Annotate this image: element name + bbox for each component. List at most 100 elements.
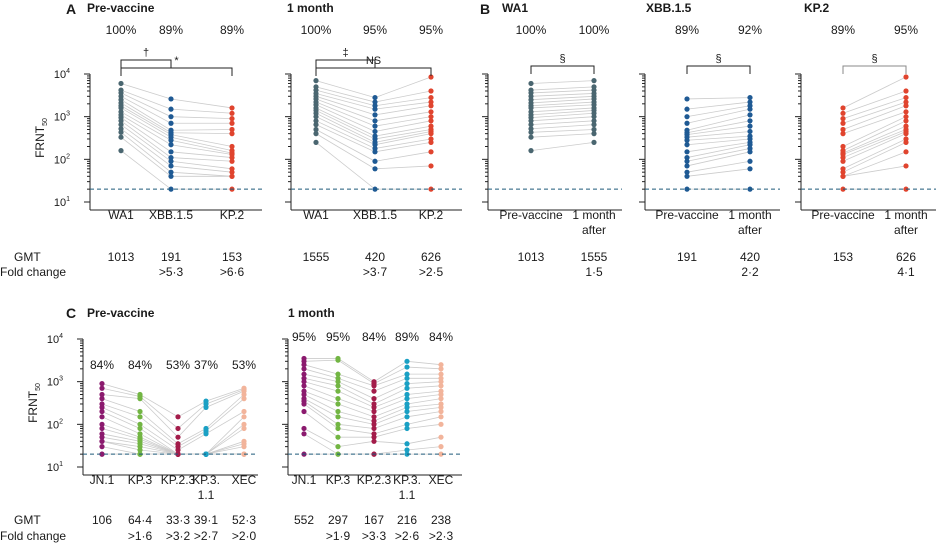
x-tick-label: WA1 [108, 208, 134, 222]
pair-line [842, 76, 907, 109]
data-point-kp-2 [229, 169, 235, 175]
data-point-wa1 [313, 139, 319, 145]
significance-symbol: * [174, 55, 179, 67]
chart-c1: Pre-vaccine 84% 84% 53% 37% 53% JN.1 KP.3 KP.2.3… [87, 306, 257, 543]
y-axis-label: FRNT50 [33, 118, 49, 158]
data-point-kp-2 [428, 114, 434, 120]
pair-line [530, 86, 595, 91]
data-point-kp-2 [840, 105, 846, 111]
data-point-kp-3 [335, 414, 341, 420]
percent-label: 89% [220, 23, 244, 37]
percent-label: 89% [675, 23, 699, 37]
x-tick-label: after [738, 223, 762, 237]
chart-title: WA1 [502, 1, 528, 15]
data-point-kp-2-3 [175, 434, 181, 440]
pair-line [842, 129, 907, 155]
pair-line [686, 125, 751, 135]
pair-line [842, 138, 907, 170]
data-point-wa1 [313, 126, 319, 133]
data-point-xbb-1-5 [684, 149, 690, 155]
pair-line [686, 101, 751, 110]
pair-line [842, 151, 907, 177]
data-point-kp-3 [335, 444, 341, 450]
data-point-kp-3-1-1 [404, 447, 410, 453]
gmt-value: 420 [365, 250, 385, 264]
percent-label: 95% [326, 330, 350, 344]
data-point-xbb-1-5 [168, 142, 174, 148]
significance-bracket [120, 67, 233, 76]
pair-line [530, 129, 595, 133]
pair-line [686, 144, 751, 158]
x-tick-label: KP.3. [192, 473, 220, 487]
fold-change-value: >6·6 [220, 265, 245, 279]
data-point-kp-2 [903, 94, 909, 101]
data-point-kp-3-1-1 [404, 425, 410, 432]
data-point-kp-3-1-1 [203, 431, 209, 437]
gmt-value: 626 [896, 250, 916, 264]
data-point-xbb-1-5 [747, 118, 753, 124]
data-point-jn-1 [301, 366, 307, 372]
significance-symbol: § [715, 53, 721, 65]
gmt-value: 552 [294, 513, 314, 527]
y-axis-c1: 101 102 103 104 FRNT50 [26, 333, 258, 476]
data-point-kp-2 [840, 143, 846, 150]
data-point-jn-1 [99, 438, 105, 444]
data-point-wa1 [528, 80, 534, 87]
pair-line [530, 95, 595, 101]
data-point-kp-3-1-1 [404, 404, 410, 410]
data-point-jn-1 [99, 451, 105, 457]
data-point-kp-3 [335, 379, 341, 385]
pair-line [686, 135, 751, 141]
data-point-kp-2 [229, 143, 235, 150]
data-point-xbb-1-5 [684, 137, 690, 143]
pair-line [101, 411, 245, 455]
y-tick-label: 101 [47, 461, 63, 474]
data-point-xbb-1-5 [747, 94, 753, 101]
data-point-wa1 [591, 122, 597, 128]
data-point-jn-1 [301, 391, 307, 398]
data-point-kp-2 [840, 154, 846, 161]
data-point-kp-2-3 [175, 425, 181, 432]
pair-line [686, 160, 751, 173]
data-point-kp-3 [335, 401, 341, 407]
significance-bracket [315, 67, 432, 76]
x-tick-label: XEC [429, 473, 454, 487]
pair-line [686, 105, 751, 118]
data-point-kp-2 [903, 118, 909, 124]
data-point-jn-1 [301, 401, 307, 407]
data-point-kp-3-1-1 [404, 385, 410, 391]
pair-line [530, 133, 595, 138]
data-point-kp-3-1-1 [404, 408, 410, 415]
chart-c2: 1 month 95% 95% 84% 89% 84% JN.1 KP.3 KP.2.3 KP.3… [288, 306, 454, 543]
significance-symbol: § [871, 53, 877, 65]
percent-label: 53% [232, 358, 256, 372]
data-point-kp-3 [137, 421, 143, 427]
data-point-xbb-1-5 [372, 128, 378, 135]
data-point-kp-2 [229, 158, 235, 164]
gmt-value: 64·4 [128, 513, 152, 527]
data-point-xbb-1-5 [168, 154, 174, 161]
data-point-kp-2-3 [175, 414, 181, 420]
data-point-xec [438, 362, 444, 368]
fold-change-value: >3·2 [166, 529, 191, 543]
data-point-kp-2 [840, 173, 846, 179]
data-point-wa1 [591, 78, 597, 84]
data-point-xec [438, 391, 444, 398]
data-point-xec [241, 391, 247, 398]
data-point-kp-3-1-1 [404, 391, 410, 398]
data-point-jn-1 [99, 385, 105, 391]
percent-label: 95% [894, 23, 918, 37]
gmt-label: GMT [14, 250, 41, 264]
data-point-xbb-1-5 [372, 94, 378, 101]
data-point-kp-2 [428, 131, 434, 137]
data-point-xec [438, 396, 444, 402]
data-point-xec [438, 444, 444, 450]
x-tick-label: 1.1 [399, 488, 416, 502]
pair-line [530, 141, 595, 152]
data-point-xbb-1-5 [372, 149, 378, 155]
pair-line [842, 125, 907, 154]
panel-label-a: A [66, 1, 76, 17]
